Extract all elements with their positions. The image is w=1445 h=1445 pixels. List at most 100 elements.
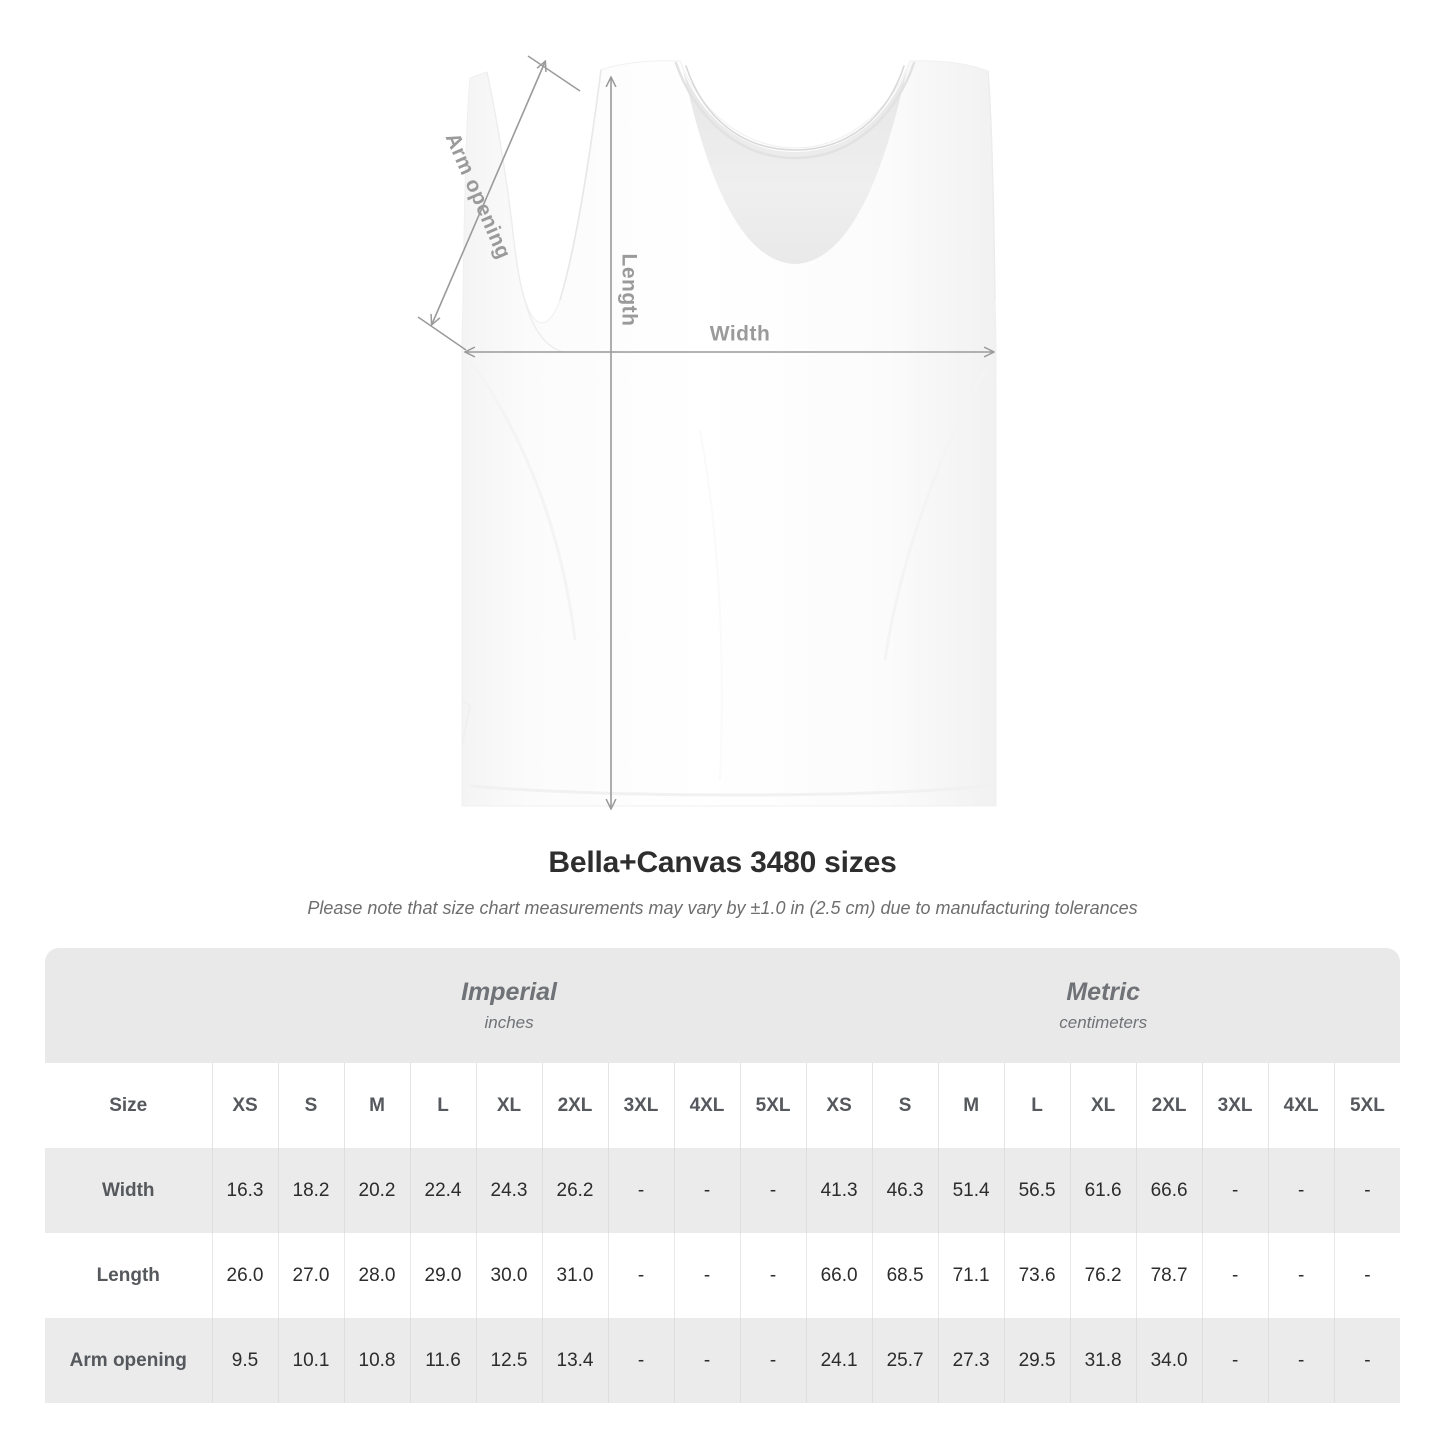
cell-arm-opening-imperial-s: 10.1 <box>277 1318 344 1403</box>
cell-width-metric-5xl: - <box>1333 1148 1401 1233</box>
row-label-arm-opening: Arm opening <box>45 1318 212 1403</box>
size-header-imperial-5xl: 5XL <box>739 1063 807 1148</box>
cell-arm-opening-metric-xl: 31.8 <box>1069 1318 1137 1403</box>
size-header-imperial-2xl: 2XL <box>541 1063 608 1148</box>
size-header-metric-xs: XS <box>805 1063 873 1148</box>
cell-length-metric-5xl: - <box>1333 1233 1401 1318</box>
table-row: Arm opening 9.5 10.1 10.8 11.6 12.5 13.4- - -24.… <box>45 1318 1401 1403</box>
unit-group-title: Imperial <box>461 977 557 1006</box>
cell-length-metric-m: 71.1 <box>937 1233 1005 1318</box>
cell-arm-opening-metric-s: 25.7 <box>871 1318 939 1403</box>
cell-arm-opening-imperial-xs: 9.5 <box>211 1318 278 1403</box>
cell-length-metric-s: 68.5 <box>871 1233 939 1318</box>
neck-trim-inner <box>685 65 905 151</box>
size-header-imperial-xl: XL <box>475 1063 542 1148</box>
cell-length-imperial-s: 27.0 <box>277 1233 344 1318</box>
size-header-metric-s: S <box>871 1063 939 1148</box>
cell-width-metric-m: 51.4 <box>937 1148 1005 1233</box>
size-header-metric-xl: XL <box>1069 1063 1137 1148</box>
cell-length-metric-2xl: 78.7 <box>1135 1233 1203 1318</box>
unit-group-imperial: Imperial inches <box>212 948 807 1063</box>
neck-trim <box>674 61 916 160</box>
cell-length-imperial-3xl: - <box>607 1233 674 1318</box>
cell-width-imperial-5xl: - <box>739 1148 807 1233</box>
cell-length-imperial-2xl: 31.0 <box>541 1233 608 1318</box>
hem-line <box>469 784 991 797</box>
cell-width-imperial-m: 20.2 <box>343 1148 410 1233</box>
width-label: Width <box>710 323 771 346</box>
cell-arm-opening-metric-5xl: - <box>1333 1318 1401 1403</box>
unit-band-spacer <box>45 948 212 1063</box>
cell-width-metric-2xl: 66.6 <box>1135 1148 1203 1233</box>
title-block: Bella+Canvas 3480 sizes Please note that… <box>0 843 1445 923</box>
arm-opening-arrow <box>432 62 545 324</box>
row-label-width: Width <box>45 1148 212 1233</box>
cell-arm-opening-imperial-xl: 12.5 <box>475 1318 542 1403</box>
cell-length-metric-3xl: - <box>1201 1233 1269 1318</box>
table-row: Width 16.3 18.2 20.2 22.4 24.3 26.2- - -41.3 46.3… <box>45 1148 1401 1233</box>
size-chart-table-wrapper: Imperial inches Metric centimeters Size XS S M L… <box>45 948 1401 1403</box>
size-header-imperial-xs: XS <box>211 1063 278 1148</box>
cell-length-metric-xl: 76.2 <box>1069 1233 1137 1318</box>
cell-arm-opening-imperial-3xl: - <box>607 1318 674 1403</box>
neckline-inner <box>683 70 907 264</box>
unit-group-subtitle: centimeters <box>1059 1012 1148 1032</box>
size-header-metric-5xl: 5XL <box>1333 1063 1401 1148</box>
cell-arm-opening-metric-xs: 24.1 <box>805 1318 873 1403</box>
unit-group-title: Metric <box>1066 977 1140 1006</box>
size-header-imperial-3xl: 3XL <box>607 1063 674 1148</box>
cell-arm-opening-imperial-2xl: 13.4 <box>541 1318 608 1403</box>
cell-length-imperial-xl: 30.0 <box>475 1233 542 1318</box>
size-header-metric-4xl: 4XL <box>1267 1063 1335 1148</box>
size-column-header: Size <box>45 1063 212 1148</box>
size-chart-table: Imperial inches Metric centimeters Size XS S M L… <box>45 948 1401 1403</box>
cell-width-metric-s: 46.3 <box>871 1148 939 1233</box>
cell-width-imperial-s: 18.2 <box>277 1148 344 1233</box>
cell-length-imperial-m: 28.0 <box>343 1233 410 1318</box>
cell-length-imperial-l: 29.0 <box>409 1233 476 1318</box>
tolerance-note: Please note that size chart measurements… <box>307 898 1138 918</box>
unit-group-subtitle: inches <box>484 1012 534 1032</box>
size-header-imperial-s: S <box>277 1063 344 1148</box>
table-row: Length 26.0 27.0 28.0 29.0 30.0 31.0- - -66.0 68.… <box>45 1233 1401 1318</box>
cell-length-imperial-xs: 26.0 <box>211 1233 278 1318</box>
cell-width-imperial-xl: 24.3 <box>475 1148 542 1233</box>
cell-arm-opening-imperial-5xl: - <box>739 1318 807 1403</box>
fold-2 <box>883 369 987 661</box>
row-label-length: Length <box>45 1233 212 1318</box>
length-label: Length <box>618 254 641 327</box>
side-notch <box>461 699 472 746</box>
cell-width-imperial-4xl: - <box>673 1148 740 1233</box>
cell-arm-opening-metric-2xl: 34.0 <box>1135 1318 1203 1403</box>
cell-length-metric-l: 73.6 <box>1003 1233 1071 1318</box>
size-header-imperial-m: M <box>343 1063 410 1148</box>
size-header-metric-l: L <box>1003 1063 1071 1148</box>
unit-group-metric: Metric centimeters <box>806 948 1401 1063</box>
cell-width-imperial-3xl: - <box>607 1148 674 1233</box>
left-strap-edge <box>559 69 602 301</box>
unit-band-row: Imperial inches Metric centimeters <box>45 948 1401 1063</box>
cell-length-metric-4xl: - <box>1267 1233 1335 1318</box>
cell-width-metric-xs: 41.3 <box>805 1148 873 1233</box>
size-header-metric-m: M <box>937 1063 1005 1148</box>
page-title: Bella+Canvas 3480 sizes <box>548 846 897 879</box>
tank-top-shape <box>461 60 997 807</box>
size-header-row: Size XS S M L XL 2XL 3XL 4XL 5XL XS S M L XL 2XL 3XL 4XL 5… <box>45 1063 1401 1148</box>
cell-arm-opening-metric-4xl: - <box>1267 1318 1335 1403</box>
size-header-metric-3xl: 3XL <box>1201 1063 1269 1148</box>
fold-1 <box>468 359 577 641</box>
cell-arm-opening-metric-l: 29.5 <box>1003 1318 1071 1403</box>
cell-width-metric-4xl: - <box>1267 1148 1335 1233</box>
size-header-metric-2xl: 2XL <box>1135 1063 1203 1148</box>
cell-arm-opening-imperial-l: 11.6 <box>409 1318 476 1403</box>
cell-width-imperial-xs: 16.3 <box>211 1148 278 1233</box>
arm-opening-tick-bottom <box>417 316 467 351</box>
cell-arm-opening-metric-3xl: - <box>1201 1318 1269 1403</box>
cell-length-metric-xs: 66.0 <box>805 1233 873 1318</box>
cell-width-imperial-l: 22.4 <box>409 1148 476 1233</box>
cell-length-imperial-5xl: - <box>739 1233 807 1318</box>
size-header-imperial-4xl: 4XL <box>673 1063 740 1148</box>
size-header-imperial-l: L <box>409 1063 476 1148</box>
garment-illustration: Arm opening Length Width <box>417 55 997 835</box>
right-shoulder-edge <box>987 70 996 301</box>
